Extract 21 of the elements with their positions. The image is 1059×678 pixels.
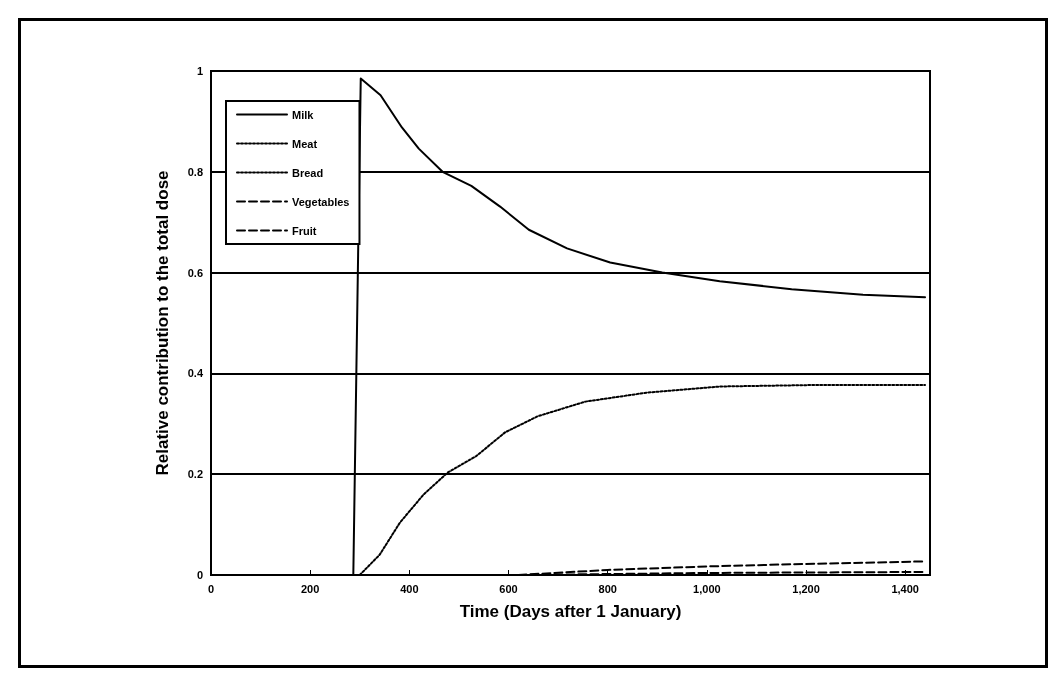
y-tick-label: 0.6	[187, 266, 203, 279]
x-tick-label: 0	[207, 582, 215, 595]
x-tick-label: 1,000	[693, 582, 721, 595]
y-tick-label: 0.4	[187, 367, 204, 380]
x-tick-label: 600	[499, 582, 518, 595]
y-tick-label: 0.8	[187, 165, 203, 178]
x-tick-label: 400	[400, 582, 419, 595]
y-tick-label: 1	[196, 65, 203, 77]
x-tick-label: 1,200	[792, 582, 820, 595]
y-tick-label: 0	[196, 569, 203, 581]
x-axis-title: Time (Days after 1 January)	[459, 602, 682, 621]
legend-label: Meat	[292, 137, 318, 150]
legend-label: Vegetables	[292, 195, 350, 208]
x-tick-label: 800	[598, 582, 617, 595]
legend-label: Milk	[292, 108, 315, 121]
legend-label: Bread	[292, 166, 324, 179]
y-axis-title: Relative contribution to the total dose	[153, 170, 172, 476]
x-tick-label: 200	[300, 582, 320, 595]
y-tick-label: 0.2	[187, 468, 203, 481]
x-tick-label: 1,400	[891, 582, 919, 595]
legend-label: Fruit	[292, 224, 317, 237]
